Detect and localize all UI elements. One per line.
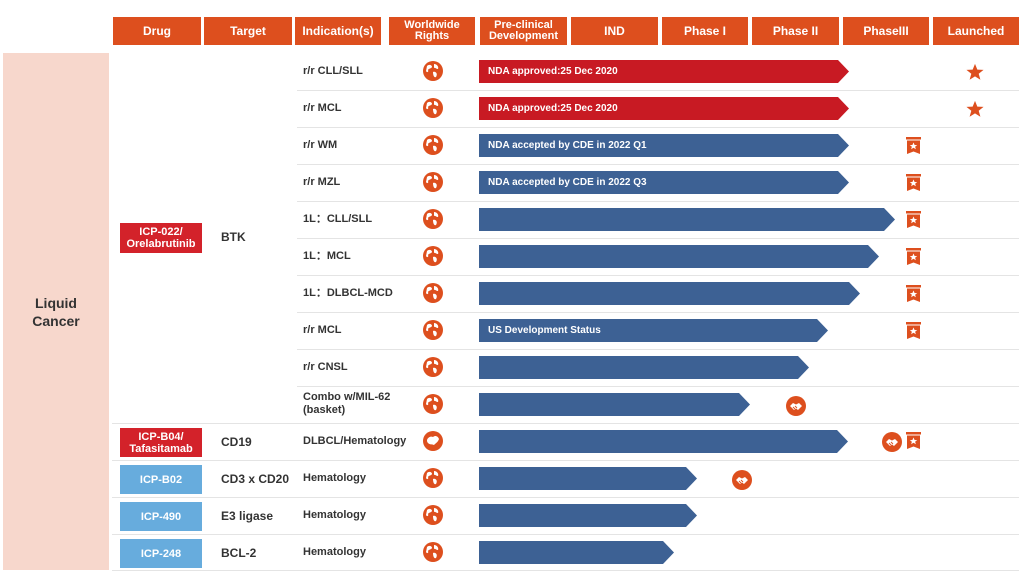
handshake-icon	[882, 432, 902, 452]
drug-orelabrutinib: ICP-022/ Orelabrutinib	[120, 223, 202, 253]
row-divider	[297, 386, 1019, 387]
header-worldwide-rights: Worldwide Rights	[389, 17, 475, 45]
progress-bar	[479, 282, 860, 305]
row-divider	[297, 201, 1019, 202]
handshake-icon	[786, 396, 806, 416]
drug-icp-248: ICP-248	[120, 539, 202, 568]
indication-label: r/r MZL	[303, 176, 341, 188]
globe-icon	[423, 246, 443, 266]
indication-label: r/r MCL	[303, 102, 342, 114]
row-divider	[112, 460, 1019, 461]
row-divider	[297, 238, 1019, 239]
progress-bar	[479, 467, 697, 490]
row-divider	[297, 349, 1019, 350]
target-e3-ligase: E3 ligase	[221, 509, 274, 523]
row-divider	[112, 497, 1019, 498]
progress-bar: NDA accepted by CDE in 2022 Q3	[479, 171, 849, 194]
registrational-badge-icon	[906, 137, 921, 154]
header-preclinical: Pre-clinical Development	[480, 17, 567, 45]
indication-label: Hematology	[303, 472, 366, 484]
target-cd3-cd20: CD3 x CD20	[221, 472, 290, 486]
registrational-badge-icon	[906, 322, 921, 339]
globe-icon	[423, 61, 443, 81]
globe-icon	[423, 209, 443, 229]
globe-icon	[423, 542, 443, 562]
target-cd19: CD19	[221, 435, 252, 449]
china-map-icon	[423, 431, 443, 451]
registrational-badge-icon	[906, 248, 921, 265]
indication-label: r/r CLL/SLL	[303, 65, 363, 77]
row-divider	[297, 127, 1019, 128]
progress-bar: US Development Status	[479, 319, 828, 342]
row-divider	[112, 570, 1019, 571]
globe-icon	[423, 320, 443, 340]
indication-label: Combo w/MIL-62 (basket)	[303, 391, 391, 416]
row-divider	[297, 90, 1019, 91]
header-phase2: Phase II	[752, 17, 839, 45]
drug-tafasitamab: ICP-B04/ Tafasitamab	[120, 428, 202, 457]
progress-bar: NDA approved:25 Dec 2020	[479, 97, 849, 120]
header-target: Target	[204, 17, 292, 45]
star-icon	[966, 63, 984, 80]
globe-icon	[423, 283, 443, 303]
row-divider	[297, 275, 1019, 276]
globe-icon	[423, 357, 443, 377]
progress-bar	[479, 245, 879, 268]
globe-icon	[423, 394, 443, 414]
handshake-icon	[732, 470, 752, 490]
header-indications: Indication(s)	[295, 17, 381, 45]
drug-icp-490: ICP-490	[120, 502, 202, 531]
globe-icon	[423, 505, 443, 525]
category-liquid-cancer: Liquid Cancer	[3, 53, 109, 570]
star-icon	[966, 100, 984, 117]
indication-label: 1L：DLBCL-MCD	[303, 287, 393, 299]
progress-bar	[479, 430, 848, 453]
progress-bar: NDA accepted by CDE in 2022 Q1	[479, 134, 849, 157]
progress-bar	[479, 393, 750, 416]
progress-bar	[479, 504, 697, 527]
globe-icon	[423, 468, 443, 488]
row-divider	[112, 423, 1019, 424]
row-divider	[297, 312, 1019, 313]
indication-label: r/r WM	[303, 139, 338, 151]
progress-bar: NDA approved:25 Dec 2020	[479, 60, 849, 83]
header-ind: IND	[571, 17, 658, 45]
progress-bar	[479, 356, 809, 379]
indication-label: Hematology	[303, 509, 366, 521]
target-bcl2: BCL-2	[221, 546, 257, 560]
progress-bar	[479, 208, 895, 231]
indication-label: 1L：MCL	[303, 250, 351, 262]
indication-label: DLBCL/Hematology	[303, 435, 407, 447]
registrational-badge-icon	[906, 211, 921, 228]
category-label: Liquid Cancer	[32, 294, 80, 329]
target-btk: BTK	[221, 230, 246, 244]
indication-label: 1L：CLL/SLL	[303, 213, 373, 225]
registrational-badge-icon	[906, 174, 921, 191]
row-divider	[112, 534, 1019, 535]
registrational-badge-icon	[906, 432, 921, 449]
row-divider	[297, 164, 1019, 165]
header-phase3: PhaseIII	[843, 17, 929, 45]
header-launched: Launched	[933, 17, 1019, 45]
globe-icon	[423, 172, 443, 192]
header-drug: Drug	[113, 17, 201, 45]
drug-icp-b02: ICP-B02	[120, 465, 202, 494]
registrational-badge-icon	[906, 285, 921, 302]
progress-bar	[479, 541, 674, 564]
indication-label: r/r CNSL	[303, 361, 348, 373]
header-phase1: Phase I	[662, 17, 748, 45]
indication-label: r/r MCL	[303, 324, 342, 336]
globe-icon	[423, 135, 443, 155]
indication-label: Hematology	[303, 546, 366, 558]
globe-icon	[423, 98, 443, 118]
